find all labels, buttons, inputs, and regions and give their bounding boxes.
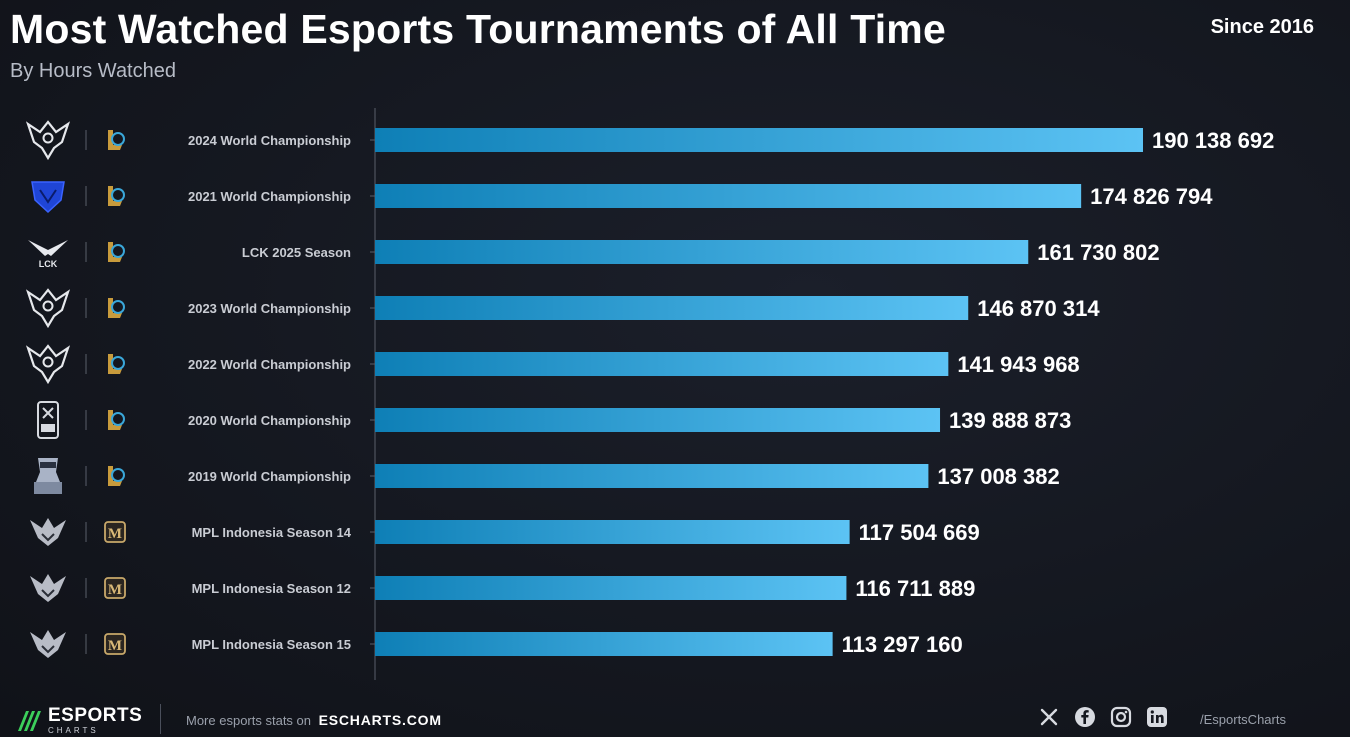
bar: [375, 576, 847, 600]
value-label: 141 943 968: [957, 352, 1079, 377]
category-label: MPL Indonesia Season 12: [192, 581, 351, 596]
svg-text:M: M: [108, 582, 122, 598]
bar-row: M MPL Indonesia Season 15 113 297 160: [30, 630, 963, 658]
lol-icon: [108, 466, 125, 486]
bar: [375, 632, 833, 656]
bar: [375, 296, 969, 320]
lol-icon: [108, 130, 125, 150]
worlds-2020-logo-icon: [37, 401, 59, 439]
footer-divider: [160, 704, 161, 734]
category-label: 2023 World Championship: [188, 301, 351, 316]
mpl-id-logo-icon: [30, 518, 66, 546]
bar-row: 2023 World Championship 146 870 314: [25, 288, 1100, 329]
period-label: Since 2016: [1210, 16, 1314, 38]
bar-row: 2019 World Championship 137 008 382: [34, 458, 1060, 494]
category-label: 2020 World Championship: [188, 413, 351, 428]
value-label: 117 504 669: [859, 520, 980, 545]
esports-charts-leaf-icon: [18, 710, 41, 731]
value-label: 139 888 873: [949, 408, 1071, 433]
social-handle[interactable]: /EsportsCharts: [1200, 712, 1286, 727]
mlbb-icon: M: [104, 521, 126, 543]
bar-row: 2021 World Championship 174 826 794: [31, 181, 1213, 214]
value-label: 161 730 802: [1037, 240, 1159, 265]
mlbb-icon: M: [104, 633, 126, 655]
bar-row: 2022 World Championship 141 943 968: [25, 344, 1080, 385]
category-label: MPL Indonesia Season 15: [192, 637, 351, 652]
value-label: 137 008 382: [937, 464, 1059, 489]
lck-logo-icon: LCK: [28, 240, 68, 269]
instagram-icon[interactable]: [1110, 706, 1132, 728]
value-label: 116 711 889: [855, 576, 975, 601]
bar: [375, 520, 850, 544]
category-label: LCK 2025 Season: [242, 245, 351, 260]
category-label: MPL Indonesia Season 14: [192, 525, 352, 540]
worlds-2024-logo-icon: [25, 120, 71, 161]
site-link[interactable]: ESCHARTS.COM: [318, 712, 442, 728]
mlbb-icon: M: [104, 577, 126, 599]
worlds-2023-logo-icon: [25, 288, 71, 329]
esports-charts-logo[interactable]: ESPORTS CHARTS: [14, 706, 142, 735]
category-label: 2021 World Championship: [188, 189, 351, 204]
lol-icon: [108, 410, 125, 430]
more-stats-label: More esports stats on: [186, 713, 311, 728]
value-label: 146 870 314: [977, 296, 1100, 321]
value-label: 113 297 160: [842, 632, 963, 657]
facebook-icon[interactable]: [1074, 706, 1096, 728]
bar: [375, 240, 1029, 264]
category-label: 2024 World Championship: [188, 133, 351, 148]
mpl-id-logo-icon: [30, 574, 66, 602]
lol-icon: [108, 354, 125, 374]
bar: [375, 128, 1143, 152]
bar: [375, 464, 929, 488]
bar-row: M MPL Indonesia Season 12 116 711 889: [30, 574, 975, 602]
worlds-2021-logo-icon: [31, 181, 65, 214]
category-label: 2022 World Championship: [188, 357, 351, 372]
lol-icon: [108, 186, 125, 206]
value-label: 174 826 794: [1090, 184, 1213, 209]
svg-text:LCK: LCK: [39, 259, 58, 269]
lol-icon: [108, 242, 125, 262]
linkedin-icon[interactable]: [1146, 706, 1168, 728]
bar-row: M MPL Indonesia Season 14 117 504 669: [30, 518, 980, 546]
bar: [375, 408, 941, 432]
worlds-2019-logo-icon: [34, 458, 62, 494]
brand-name: ESPORTS: [48, 705, 143, 726]
chart-subtitle: By Hours Watched: [10, 60, 176, 82]
value-label: 190 138 692: [1152, 128, 1274, 153]
bar-chart: 2024 World Championship 190 138 692 2021 W…: [25, 108, 1274, 680]
svg-text:M: M: [108, 638, 122, 654]
chart-title: Most Watched Esports Tournaments of All …: [10, 6, 946, 52]
category-label: 2019 World Championship: [188, 469, 351, 484]
x-icon[interactable]: [1038, 706, 1060, 728]
mpl-id-logo-icon: [30, 630, 66, 658]
bar-row: LCK LCK 2025 Season 161 730 802: [28, 240, 1160, 269]
bar-row: 2024 World Championship 190 138 692: [25, 120, 1274, 161]
worlds-2022-logo-icon: [25, 344, 71, 385]
bar: [375, 184, 1082, 208]
footer: ESPORTS CHARTS More esports stats on ESC…: [0, 700, 1350, 737]
bar: [375, 352, 949, 376]
lol-icon: [108, 298, 125, 318]
svg-text:M: M: [108, 526, 122, 542]
more-stats-text: More esports stats on ESCHARTS.COM: [186, 712, 442, 728]
bar-row: 2020 World Championship 139 888 873: [37, 401, 1071, 439]
social-links: [1038, 706, 1168, 728]
brand-sub: CHARTS: [48, 726, 99, 735]
